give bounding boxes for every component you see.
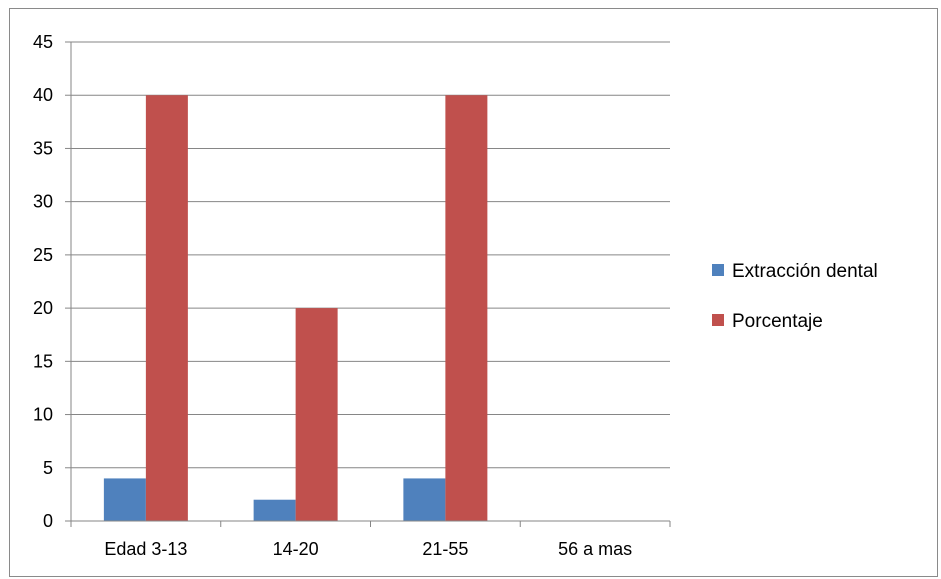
bar-extracci-n-dental-1 xyxy=(253,499,296,521)
x-tick-label: 21-55 xyxy=(422,539,468,559)
bar-porcentaje-2 xyxy=(445,95,488,521)
bar-extracci-n-dental-2 xyxy=(403,478,446,521)
bar-porcentaje-1 xyxy=(295,308,338,521)
y-tick-label: 45 xyxy=(33,32,53,52)
legend: Extracción dental Porcentaje xyxy=(712,261,878,332)
y-tick-label: 15 xyxy=(33,351,53,371)
y-tick-label: 35 xyxy=(33,138,53,158)
legend-label: Porcentaje xyxy=(732,311,823,332)
legend-swatch xyxy=(712,314,724,326)
legend-label: Extracción dental xyxy=(732,261,878,282)
y-tick-label: 30 xyxy=(33,192,53,212)
y-tick-label: 10 xyxy=(33,405,53,425)
y-tick-label: 25 xyxy=(33,245,53,265)
bar-extracci-n-dental-0 xyxy=(103,478,146,521)
x-tick-labels: Edad 3-13 14-20 21-55 56 a mas xyxy=(104,539,632,559)
legend-swatch xyxy=(712,264,724,276)
bar-porcentaje-0 xyxy=(145,95,188,521)
x-tick-label: 14-20 xyxy=(273,539,319,559)
y-tick-label: 0 xyxy=(43,511,53,531)
y-tick-label: 5 xyxy=(43,458,53,478)
y-tick-labels: 0 5 10 15 20 25 30 35 40 45 xyxy=(33,32,53,531)
x-tick-label: Edad 3-13 xyxy=(104,539,187,559)
y-tick-label: 20 xyxy=(33,298,53,318)
y-tick-label: 40 xyxy=(33,85,53,105)
x-tick-label: 56 a mas xyxy=(558,539,632,559)
bars xyxy=(103,95,488,521)
axes xyxy=(65,41,671,527)
